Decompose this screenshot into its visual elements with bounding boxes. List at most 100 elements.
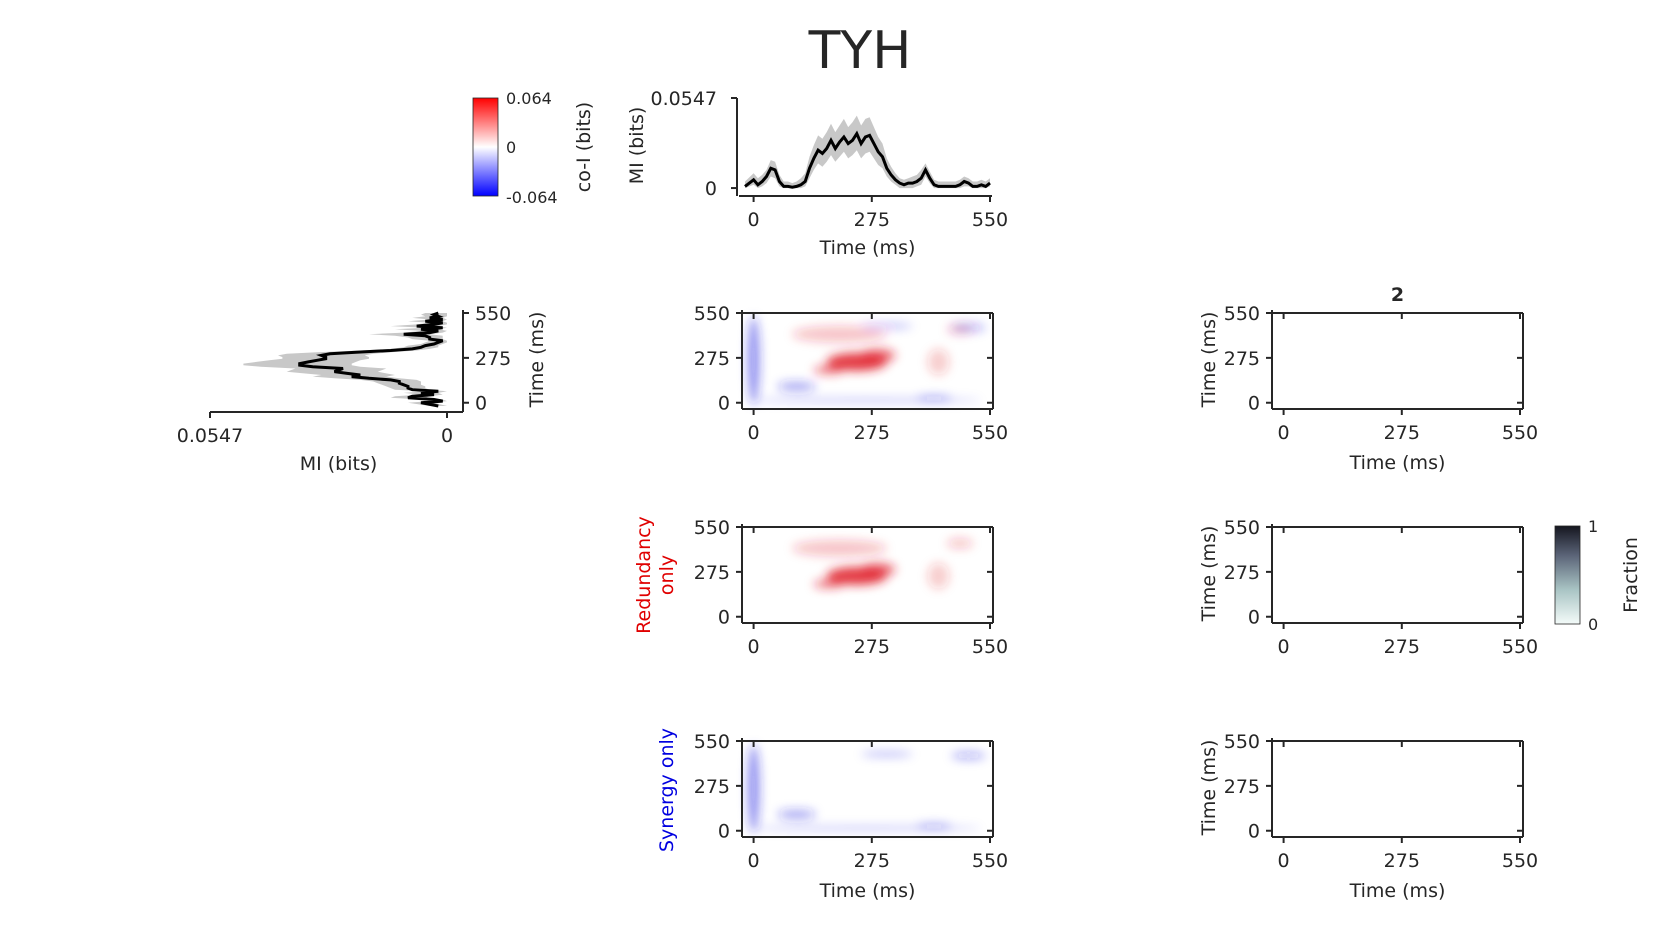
y-tick-label: 275	[694, 776, 730, 798]
y-tick-label: 0	[718, 607, 730, 629]
x-tick-label: 550	[972, 422, 1008, 444]
y-tick-label: 0	[718, 393, 730, 415]
x-axis-label: Time (ms)	[1349, 880, 1446, 902]
y-tick-label: 0	[1248, 393, 1260, 415]
redundancy-patch	[813, 580, 844, 589]
y-tick-label: 550	[694, 731, 730, 753]
x-tick-label: 0	[1278, 422, 1290, 444]
x-tick-label: 275	[1384, 850, 1420, 872]
y-tick-label: 550	[1224, 303, 1260, 325]
redundancy-patch	[927, 348, 950, 375]
mi-time-vertical-panel: 0.0547 00 275 550 MI (bits) Time (ms)	[177, 303, 548, 475]
redundancy-patch	[792, 326, 887, 343]
x-axis-label: Time (ms)	[819, 237, 916, 259]
coi-colorbar-max: 0.064	[506, 89, 552, 108]
heatmap-field	[747, 744, 986, 833]
redundancy-heatmap-panel: 0 275 550 0 275 550	[694, 517, 1008, 658]
mi-error-band	[243, 313, 447, 406]
synergy-patch	[916, 395, 952, 401]
x-tick-label: 0	[1278, 850, 1290, 872]
synergy-label: Synergy only	[656, 728, 678, 852]
x-tick-label: 550	[972, 209, 1008, 231]
y-tick-label: 0.0547	[651, 88, 717, 110]
x-tick-label: 275	[854, 636, 890, 658]
x-tick-label: 275	[854, 422, 890, 444]
y-axis-label: Time (ms)	[1198, 740, 1220, 837]
x-tick-label: 0	[748, 850, 760, 872]
redundancy-patch	[813, 366, 844, 375]
fraction-colorbar-max: 1	[1588, 517, 1598, 536]
x-tick-label: 0	[748, 209, 760, 231]
x-tick-label: 0.0547	[177, 425, 243, 447]
x-axis-label: Time (ms)	[819, 880, 916, 902]
redundancy-patch	[861, 348, 896, 362]
x-tick-label: 0	[441, 425, 453, 447]
synergy-patch	[861, 751, 913, 757]
y-axis-label: Time (ms)	[1198, 526, 1220, 623]
fraction-colorbar: 1 0 Fraction	[1554, 517, 1642, 634]
y-tick-label: 275	[694, 348, 730, 370]
x-tick-label: 550	[1502, 422, 1538, 444]
x-axis-label: MI (bits)	[300, 453, 378, 475]
x-tick-label: 275	[1384, 422, 1420, 444]
mi-mean-line	[744, 130, 991, 189]
x-tick-label: 550	[972, 850, 1008, 872]
y-tick-label: 275	[1224, 562, 1260, 584]
synergy-patch	[747, 744, 760, 833]
mi-time-panel: 0 275 550 0 0.0547 Time (ms) MI (bits)	[626, 88, 1008, 259]
y-tick-label: 275	[1224, 776, 1260, 798]
synergy-patch	[777, 809, 816, 819]
coi-colorbar: 0.064 0 -0.064 co-I (bits)	[472, 89, 595, 207]
synergy-patch	[861, 323, 913, 329]
y-tick-label: 0	[475, 393, 487, 415]
redundancy-patch	[927, 562, 950, 590]
y-tick-label: 550	[1224, 517, 1260, 539]
coi-colorbar-zero: 0	[506, 138, 516, 157]
redundancy-patch	[947, 538, 973, 549]
synergy-patch	[777, 381, 816, 391]
y-tick-label: 550	[694, 517, 730, 539]
synergy-heatmap-panel: 0 275 550 0 275 550 Time (ms)	[694, 731, 1008, 902]
y-tick-label: 0	[718, 821, 730, 843]
synergy-patch	[951, 323, 986, 332]
y-tick-label: 275	[475, 348, 511, 370]
x-axis-label: Time (ms)	[1349, 452, 1446, 474]
x-tick-label: 550	[972, 636, 1008, 658]
redundancy-label-line1: Redundancy	[633, 516, 655, 634]
coi-colorbar-label: co-I (bits)	[573, 102, 595, 192]
fraction-colorbar-min: 0	[1588, 615, 1598, 634]
synergy-patch	[951, 751, 986, 760]
figure-title: TYH	[808, 21, 912, 81]
x-tick-label: 550	[1502, 850, 1538, 872]
x-tick-label: 0	[748, 636, 760, 658]
y-tick-label: 0	[705, 178, 717, 200]
y-tick-label: 0	[1248, 607, 1260, 629]
y-axis-label: Time (ms)	[1198, 312, 1220, 409]
redundancy-label-line2: only	[656, 555, 678, 595]
mi-mean-line	[298, 311, 444, 408]
x-tick-label: 275	[854, 209, 890, 231]
y-tick-label: 550	[475, 303, 511, 325]
x-tick-label: 275	[1384, 636, 1420, 658]
synergy-patch	[747, 316, 760, 405]
y-tick-label: 275	[1224, 348, 1260, 370]
x-tick-label: 550	[1502, 636, 1538, 658]
x-tick-label: 275	[854, 850, 890, 872]
heatmap-field	[747, 316, 986, 405]
redundancy-patch	[861, 562, 896, 576]
y-tick-label: 550	[694, 303, 730, 325]
y-axis-label: MI (bits)	[626, 107, 648, 185]
mi-error-band	[745, 115, 990, 189]
coi-colorbar-min: -0.064	[506, 188, 558, 207]
redundancy-patch	[792, 540, 887, 557]
y-tick-label: 550	[1224, 731, 1260, 753]
coi-heatmap-panel: 0 275 550 0 275 550	[694, 303, 1008, 444]
x-tick-label: 0	[1278, 636, 1290, 658]
panel-title: 2	[1391, 284, 1404, 306]
heatmap-field	[792, 538, 973, 590]
x-tick-label: 0	[748, 422, 760, 444]
